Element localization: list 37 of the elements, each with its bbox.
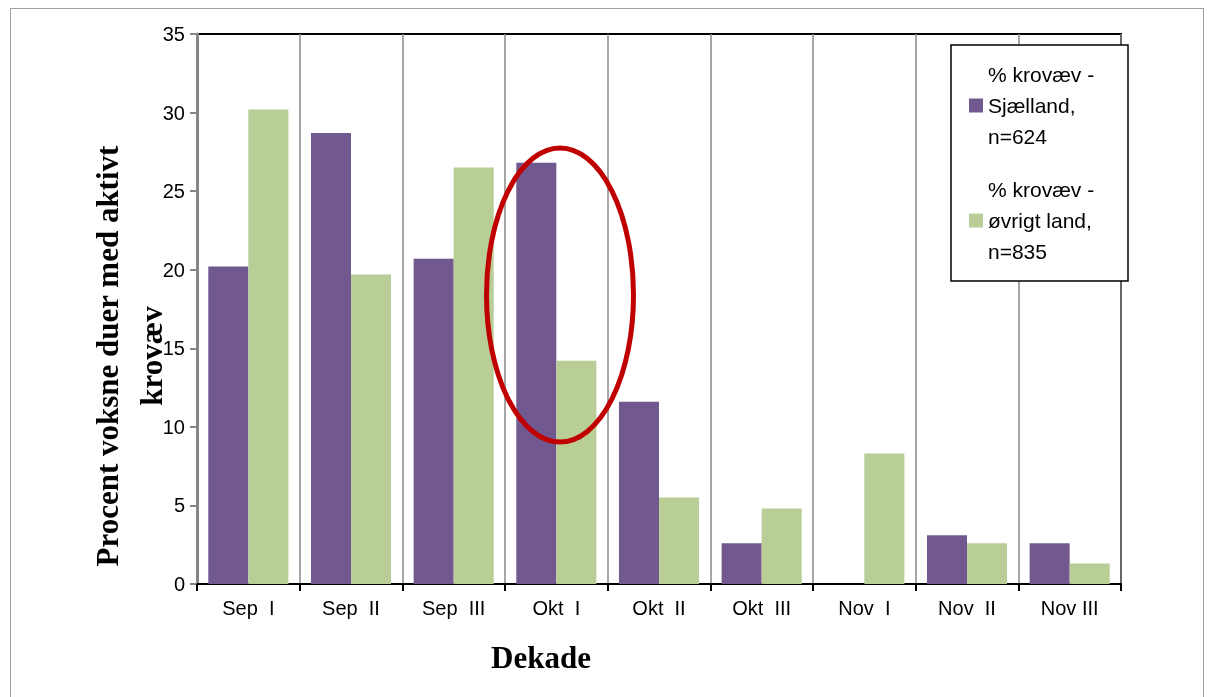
y-tick-label: 25 (162, 180, 185, 203)
bar (659, 497, 700, 584)
legend-label: % krovæv - øvrigt land, n=835 (988, 178, 1101, 263)
x-tick-label: Nov I (838, 597, 891, 619)
y-tick-label: 10 (162, 415, 185, 438)
x-tick-label: Okt II (632, 597, 686, 619)
bar (1069, 563, 1110, 584)
x-tick-label: Okt I (532, 597, 581, 619)
bar (721, 543, 762, 584)
x-tick-label: Sep I (222, 597, 275, 619)
x-tick-label: Okt III (732, 597, 792, 619)
bar (556, 360, 597, 584)
bar (413, 258, 454, 584)
y-tick-label: 0 (173, 573, 185, 595)
bar (761, 508, 802, 584)
bar (351, 274, 392, 584)
bar (248, 109, 289, 584)
bar (967, 543, 1008, 584)
bar (618, 401, 659, 584)
y-tick-label: 35 (162, 23, 185, 45)
bar (864, 453, 905, 584)
y-tick-label: 15 (162, 337, 185, 360)
bar (1029, 543, 1070, 584)
bar (926, 535, 967, 584)
x-tick-label: Nov II (938, 597, 996, 619)
legend-label: % krovæv - Sjælland, n=624 (988, 63, 1101, 148)
bar (310, 133, 351, 584)
x-tick-label: Sep III (421, 597, 486, 619)
bar (208, 266, 249, 584)
bar (516, 162, 557, 584)
y-tick-label: 20 (162, 258, 185, 281)
y-tick-label: 30 (162, 101, 185, 124)
y-tick-label: 5 (173, 494, 185, 517)
bar (453, 167, 494, 584)
x-axis-title: Dekade (491, 640, 591, 675)
x-tick-label: Sep II (322, 597, 380, 619)
x-tick-label: Nov III (1040, 597, 1099, 619)
